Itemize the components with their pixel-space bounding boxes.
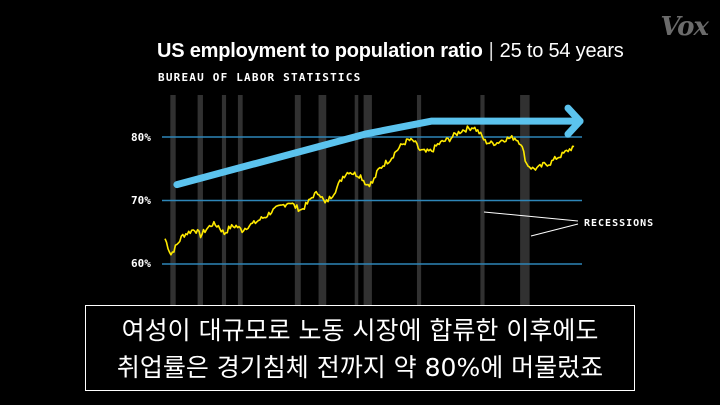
title-subtitle: 25 to 54 years: [499, 40, 624, 62]
trend-arrow-head: [564, 104, 584, 138]
title-main: US employment to population ratio: [157, 40, 483, 62]
y-axis-ticks: 60% 70% 80%: [131, 131, 151, 270]
y-tick-label: 70%: [131, 194, 151, 207]
subtitle-caption: 여성이 대규모로 노동 시장에 합류한 이후에도 취업률은 경기침체 전까지 약…: [85, 305, 635, 391]
trend-arrow: [173, 104, 584, 189]
recessions-label: RECESSIONS: [584, 218, 654, 229]
caption-line-2: 취업률은 경기침체 전까지 약 80%에 머물렀죠: [116, 353, 604, 382]
y-tick-label: 60%: [131, 257, 151, 270]
vox-logo: Vox: [660, 12, 709, 42]
recession-annotation: RECESSIONS: [483, 211, 654, 237]
annotation-pointer-line: [530, 223, 579, 237]
chart-title: US employment to population ratio | 25 to …: [157, 40, 624, 63]
annotation-pointer-line: [483, 211, 579, 222]
title-separator: |: [488, 40, 494, 62]
source-label: BUREAU OF LABOR STATISTICS: [158, 71, 362, 84]
series-layer: [164, 125, 575, 256]
trend-arrow-shaft: [173, 117, 584, 189]
caption-line-1: 여성이 대규모로 노동 시장에 합류한 이후에도: [121, 316, 599, 345]
series-line: [164, 125, 575, 256]
y-tick-label: 80%: [131, 131, 151, 144]
